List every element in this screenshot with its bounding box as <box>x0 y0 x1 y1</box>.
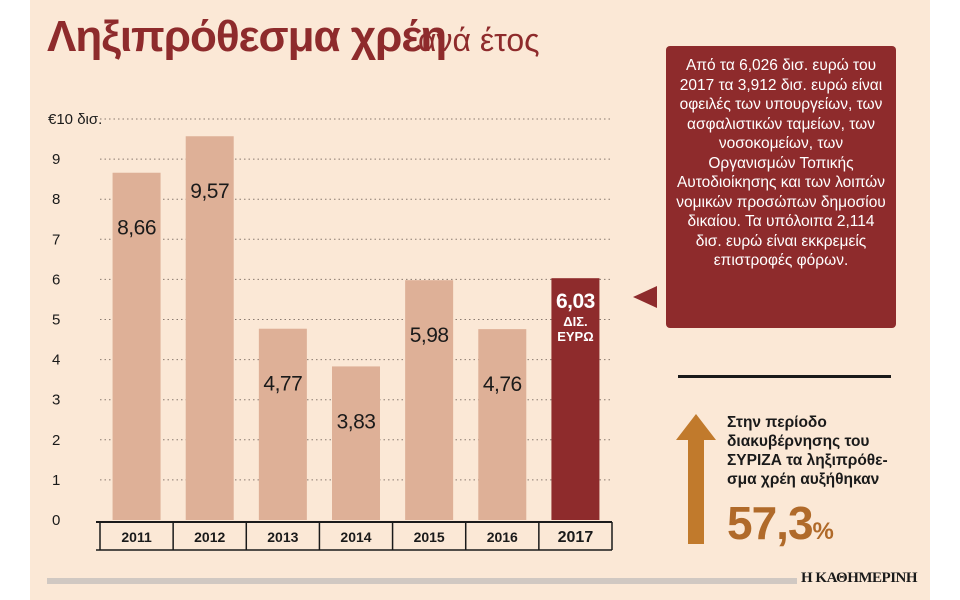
growth-text-line: διακυβέρνησης του <box>727 433 870 450</box>
callout-pointer <box>633 286 657 308</box>
x-tick-label: 2014 <box>340 529 371 545</box>
growth-text-line: Στην περίοδο <box>727 414 827 431</box>
y-tick-label: 8 <box>52 191 60 208</box>
bar <box>478 329 527 520</box>
y-tick-label: 6 <box>52 271 60 288</box>
x-tick-label: 2017 <box>558 529 594 546</box>
bar <box>185 136 234 521</box>
y-tick-label: 0 <box>52 512 60 529</box>
chart-subtitle: ανά έτος <box>418 22 540 58</box>
footer-rule <box>47 578 797 584</box>
y-tick-label: 1 <box>52 472 60 489</box>
growth-description: Στην περίοδο διακυβέρνησης του ΣΥΡΙΖΑ τα… <box>727 413 899 489</box>
growth-text-line: σμα χρέη αυξήθηκαν <box>727 471 880 488</box>
x-tick-label: 2011 <box>121 529 152 545</box>
growth-percent-sign: % <box>812 518 834 545</box>
bar-value-label: 5,98 <box>410 324 449 347</box>
x-tick-label: 2016 <box>487 529 518 545</box>
bar <box>258 328 307 520</box>
bar <box>405 280 454 520</box>
bar-value-label: 8,66 <box>117 217 156 240</box>
y-tick-label: 9 <box>52 151 60 168</box>
growth-percentage: 57,3% <box>727 496 834 550</box>
source-credit: Η ΚΑΘΗΜΕΡΙΝΗ <box>801 570 918 586</box>
callout-text: Από τα 6,026 δισ. ευρώ του 2017 τα 3,912… <box>676 57 886 269</box>
y-tick-label: 7 <box>52 231 60 248</box>
chart-title: Ληξιπρόθεσμα χρέη <box>47 12 447 61</box>
bar <box>332 366 380 520</box>
x-tick-label: 2012 <box>194 529 225 545</box>
section-divider <box>678 375 891 378</box>
y-axis-ticks: 0 1 2 3 4 5 6 7 8 9 €10 δισ. <box>48 111 102 529</box>
y-tick-label: 5 <box>52 312 60 329</box>
growth-value-number: 57,3 <box>727 497 814 549</box>
bar-value-label: 4,76 <box>483 373 522 396</box>
x-tick-label: 2015 <box>414 529 445 545</box>
y-tick-label: 2 <box>52 432 60 449</box>
y-tick-label: 4 <box>52 352 60 369</box>
x-tick-label: 2013 <box>267 529 298 545</box>
bar-value-label: 3,83 <box>337 410 376 433</box>
bar-value-label: 4,77 <box>263 373 302 396</box>
x-axis: 2011 2012 2013 2014 2015 2016 2017 <box>96 521 613 551</box>
up-arrow-icon <box>676 414 716 544</box>
bar-value-label: 6,03 <box>556 290 595 313</box>
explanation-callout: Από τα 6,026 δισ. ευρώ του 2017 τα 3,912… <box>666 46 896 328</box>
bar <box>551 278 600 520</box>
bar <box>112 172 161 520</box>
bar-unit-label: ΔΙΣ. <box>563 314 587 329</box>
bar-unit-label: ΕΥΡΩ <box>557 329 593 344</box>
bar-value-label: 9,57 <box>190 180 229 203</box>
y-tick-label: 3 <box>52 392 60 409</box>
growth-text-line: ΣΥΡΙΖΑ τα ληξιπρόθε- <box>727 452 888 469</box>
y-tick-label: €10 δισ. <box>48 111 102 128</box>
